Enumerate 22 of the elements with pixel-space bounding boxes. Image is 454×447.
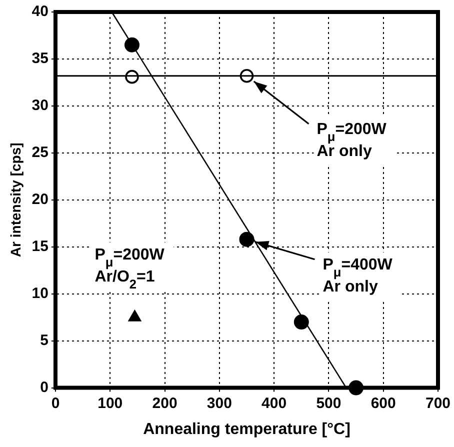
x-tick-label: 400: [262, 394, 287, 412]
point: [124, 37, 140, 52]
y-axis-title: Ar intensity [cps]: [7, 142, 24, 258]
x-tick-label: 200: [152, 394, 178, 412]
point: [239, 232, 254, 247]
y-tick-label: 10: [32, 284, 48, 302]
x-tick-label: 300: [206, 394, 232, 412]
y-tick-label: 5: [40, 332, 48, 349]
x-axis-title: Annealing temperature [°C]: [143, 420, 350, 438]
y-tick-label: 0: [40, 378, 48, 396]
y-tick-label: 15: [32, 238, 48, 256]
y-tick-label: 30: [32, 97, 48, 114]
x-tick-label: 600: [370, 394, 396, 412]
x-tick-label: 100: [98, 394, 123, 412]
x-tick-label: 700: [425, 394, 451, 412]
point: [294, 314, 309, 330]
y-tick-label: 35: [32, 50, 48, 68]
y-tick-label: 25: [32, 144, 48, 162]
y-tick-label: 20: [32, 191, 48, 208]
x-tick-label: 500: [316, 394, 342, 412]
y-tick-label: 40: [32, 3, 48, 20]
x-tick-label: 0: [51, 394, 60, 412]
